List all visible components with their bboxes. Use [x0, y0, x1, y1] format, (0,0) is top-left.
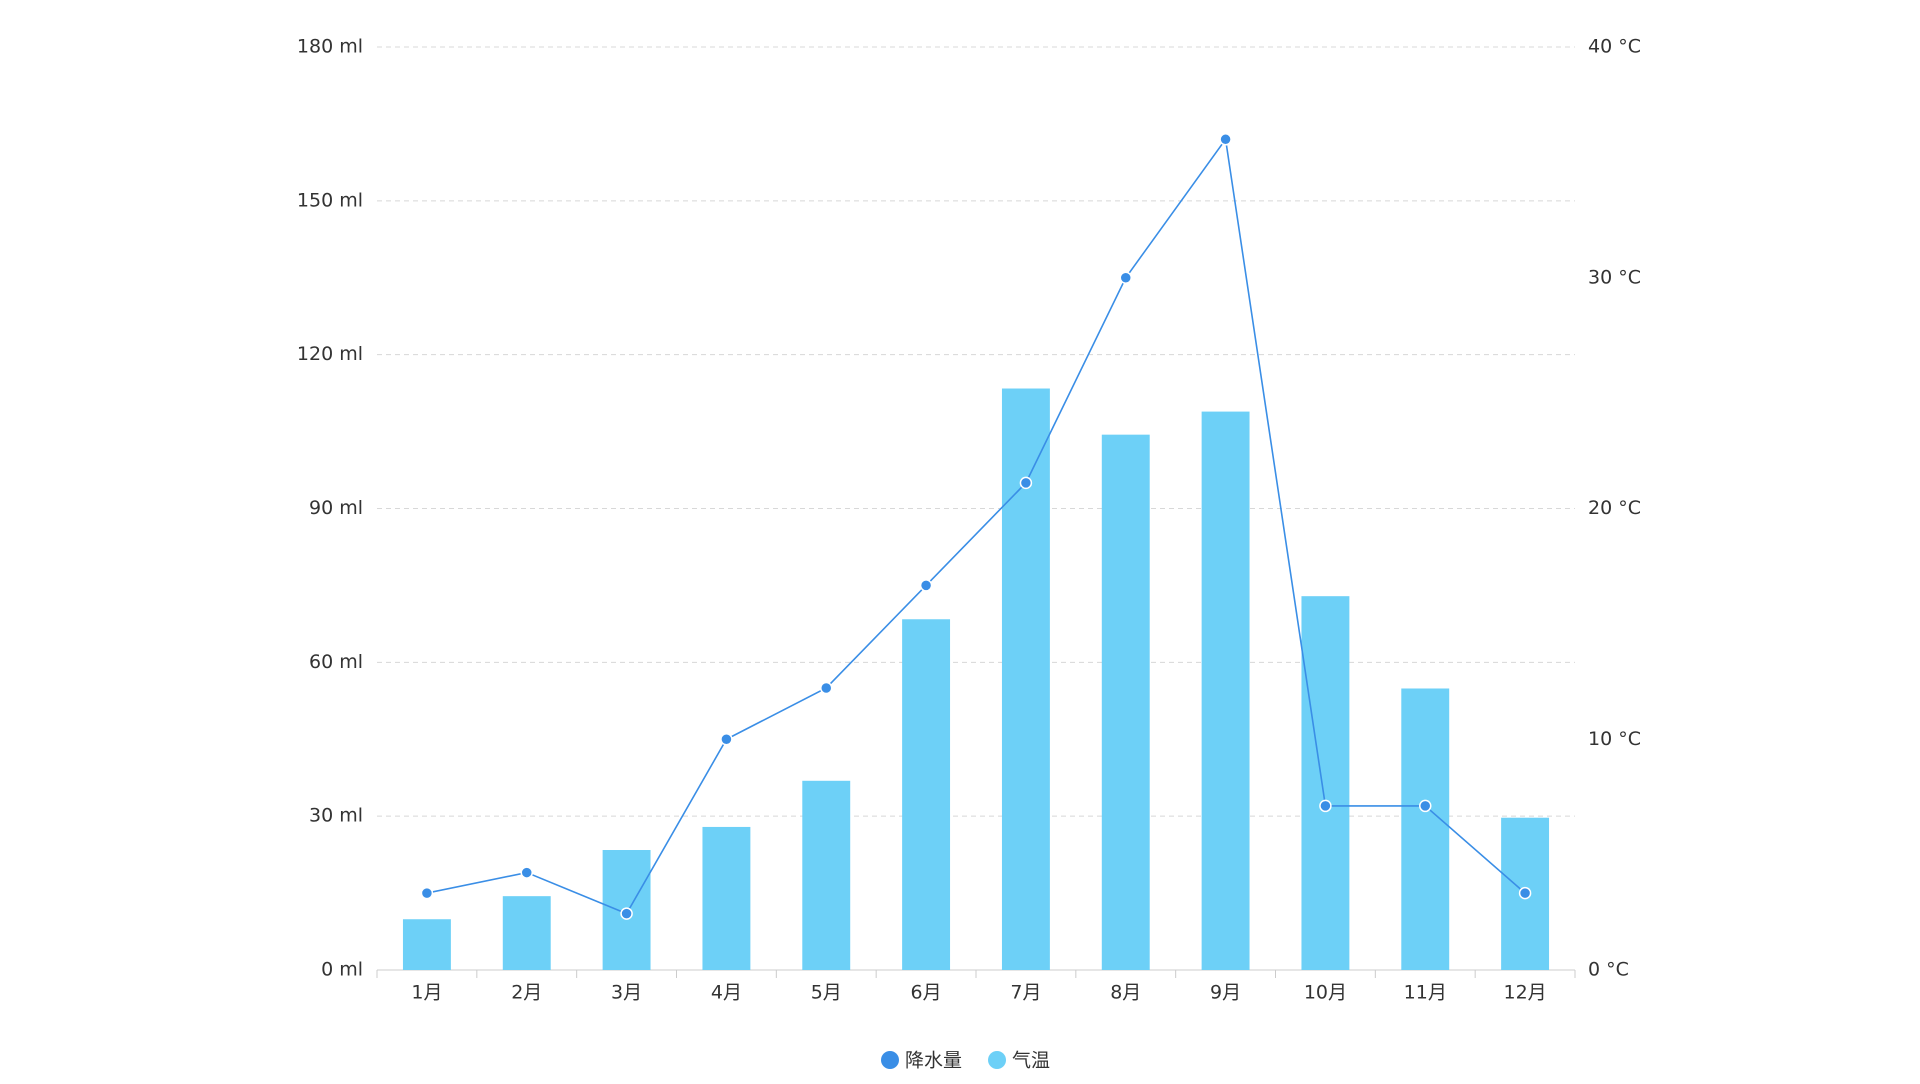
- x-tick-label: 7月: [1010, 982, 1041, 1004]
- y-tick-label: 120 ml: [297, 343, 363, 365]
- point: [1518, 886, 1532, 900]
- legend-marker[interactable]: [988, 1051, 1007, 1069]
- y-tick-label: 90 ml: [309, 497, 363, 519]
- point: [1219, 133, 1232, 146]
- bar: [1201, 411, 1250, 971]
- y-tick-label: 0 ml: [321, 959, 363, 981]
- point: [820, 681, 833, 695]
- x-tick-label: 6月: [911, 982, 942, 1004]
- y-tick-label: 180 ml: [297, 36, 363, 58]
- bar: [402, 919, 451, 970]
- point: [1019, 476, 1033, 490]
- line: [426, 137, 1526, 915]
- bar: [1001, 388, 1050, 970]
- y-tick-label: 30 ml: [309, 805, 363, 827]
- legend-label[interactable]: 气温: [1012, 1050, 1050, 1072]
- bar: [1301, 596, 1350, 970]
- point: [1119, 271, 1132, 284]
- x-tick-label: 1月: [411, 982, 442, 1004]
- bar: [1401, 688, 1450, 970]
- y2-tick-label: 10 °C: [1588, 728, 1641, 750]
- x-tick-label: 9月: [1210, 982, 1241, 1004]
- point: [520, 866, 533, 879]
- y2-tick-label: 20 °C: [1588, 497, 1641, 519]
- legend-label[interactable]: 降水量: [905, 1050, 962, 1072]
- x-tick-label: 5月: [811, 982, 842, 1004]
- y-tick-label: 150 ml: [297, 189, 363, 211]
- point: [1319, 799, 1332, 813]
- point: [620, 907, 633, 920]
- point: [1419, 799, 1432, 813]
- bar: [1101, 434, 1150, 970]
- x-tick-label: 8月: [1110, 982, 1141, 1004]
- legend-marker[interactable]: [881, 1051, 899, 1069]
- bar: [902, 619, 951, 970]
- x-tick-label: 11月: [1404, 982, 1447, 1004]
- y2-tick-label: 40 °C: [1588, 36, 1641, 58]
- x-tick-label: 3月: [611, 982, 642, 1004]
- x-tick-label: 2月: [511, 982, 542, 1004]
- y-tick-label: 60 ml: [309, 651, 363, 673]
- point: [720, 733, 733, 746]
- point: [919, 579, 933, 592]
- bar: [702, 826, 751, 970]
- y2-tick-label: 30 °C: [1588, 266, 1641, 288]
- x-tick-label: 12月: [1503, 982, 1546, 1004]
- x-tick-label: 4月: [711, 982, 742, 1004]
- point: [420, 886, 434, 900]
- y2-tick-label: 0 °C: [1588, 959, 1629, 981]
- bar: [502, 896, 551, 970]
- bar: [802, 780, 851, 970]
- x-tick-label: 10月: [1304, 982, 1347, 1004]
